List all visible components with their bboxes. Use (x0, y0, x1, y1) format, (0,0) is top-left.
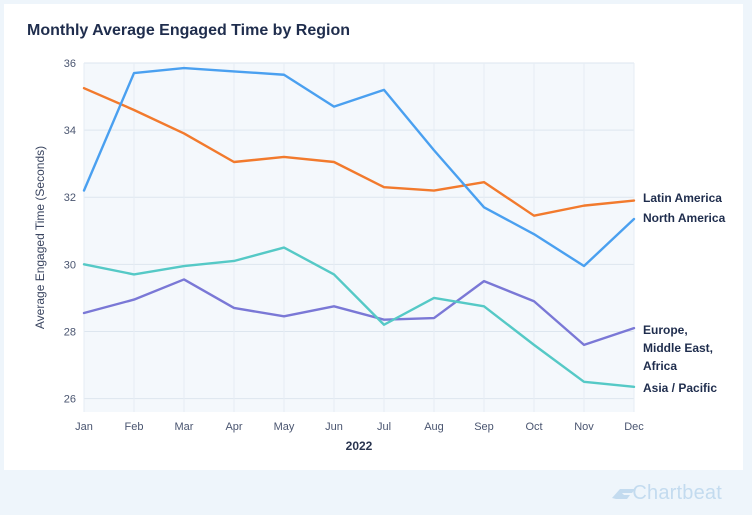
x-tick-label: Oct (525, 421, 542, 433)
series-label-2: Middle East, (643, 341, 713, 355)
series-label-3: Asia / Pacific (643, 381, 717, 395)
x-tick-label: Dec (624, 421, 644, 433)
y-tick-label: 32 (64, 192, 76, 204)
series-labels: Latin America North America Europe, Middle … (643, 191, 726, 395)
x-tick-label: Nov (574, 421, 594, 433)
x-tick-label: Sep (474, 421, 494, 433)
brand-logo-text: Chartbeat (632, 482, 722, 504)
y-tick-label: 34 (64, 125, 76, 137)
series-line-2 (82, 278, 636, 347)
x-tick-label: Aug (424, 421, 444, 433)
y-tick-label: 36 (64, 58, 76, 70)
x-tick-label: Feb (125, 421, 144, 433)
chartbeat-logo-icon (612, 489, 635, 499)
y-axis-title: Average Engaged Time (Seconds) (33, 146, 47, 329)
y-tick-label: 30 (64, 259, 76, 271)
series-label-2: Africa (643, 359, 677, 373)
y-tick-label: 26 (64, 394, 76, 406)
series-lines (82, 66, 636, 389)
x-tick-label: Mar (175, 421, 194, 433)
series-line-0 (82, 86, 636, 217)
y-tick-label: 28 (64, 326, 76, 338)
series-label-2: Europe, (643, 323, 688, 337)
gridlines (83, 62, 635, 412)
series-label-1: North America (643, 211, 726, 225)
plot-area (84, 63, 634, 412)
x-axis-ticks: Jan Feb Mar Apr May Jun Jul Aug Sep Oct Nov Dec (75, 421, 644, 433)
x-tick-label: Jan (75, 421, 93, 433)
y-axis-ticks: 26 28 30 32 34 36 (64, 58, 76, 406)
x-tick-label: Apr (225, 421, 242, 433)
chart-title: Monthly Average Engaged Time by Region (27, 22, 351, 39)
series-line-1 (82, 66, 636, 268)
x-axis-title: 2022 (346, 439, 373, 453)
x-tick-label: May (274, 421, 295, 433)
x-tick-label: Jun (325, 421, 343, 433)
series-line-3 (82, 246, 636, 389)
x-tick-label: Jul (377, 421, 391, 433)
series-label-0: Latin America (643, 191, 722, 205)
